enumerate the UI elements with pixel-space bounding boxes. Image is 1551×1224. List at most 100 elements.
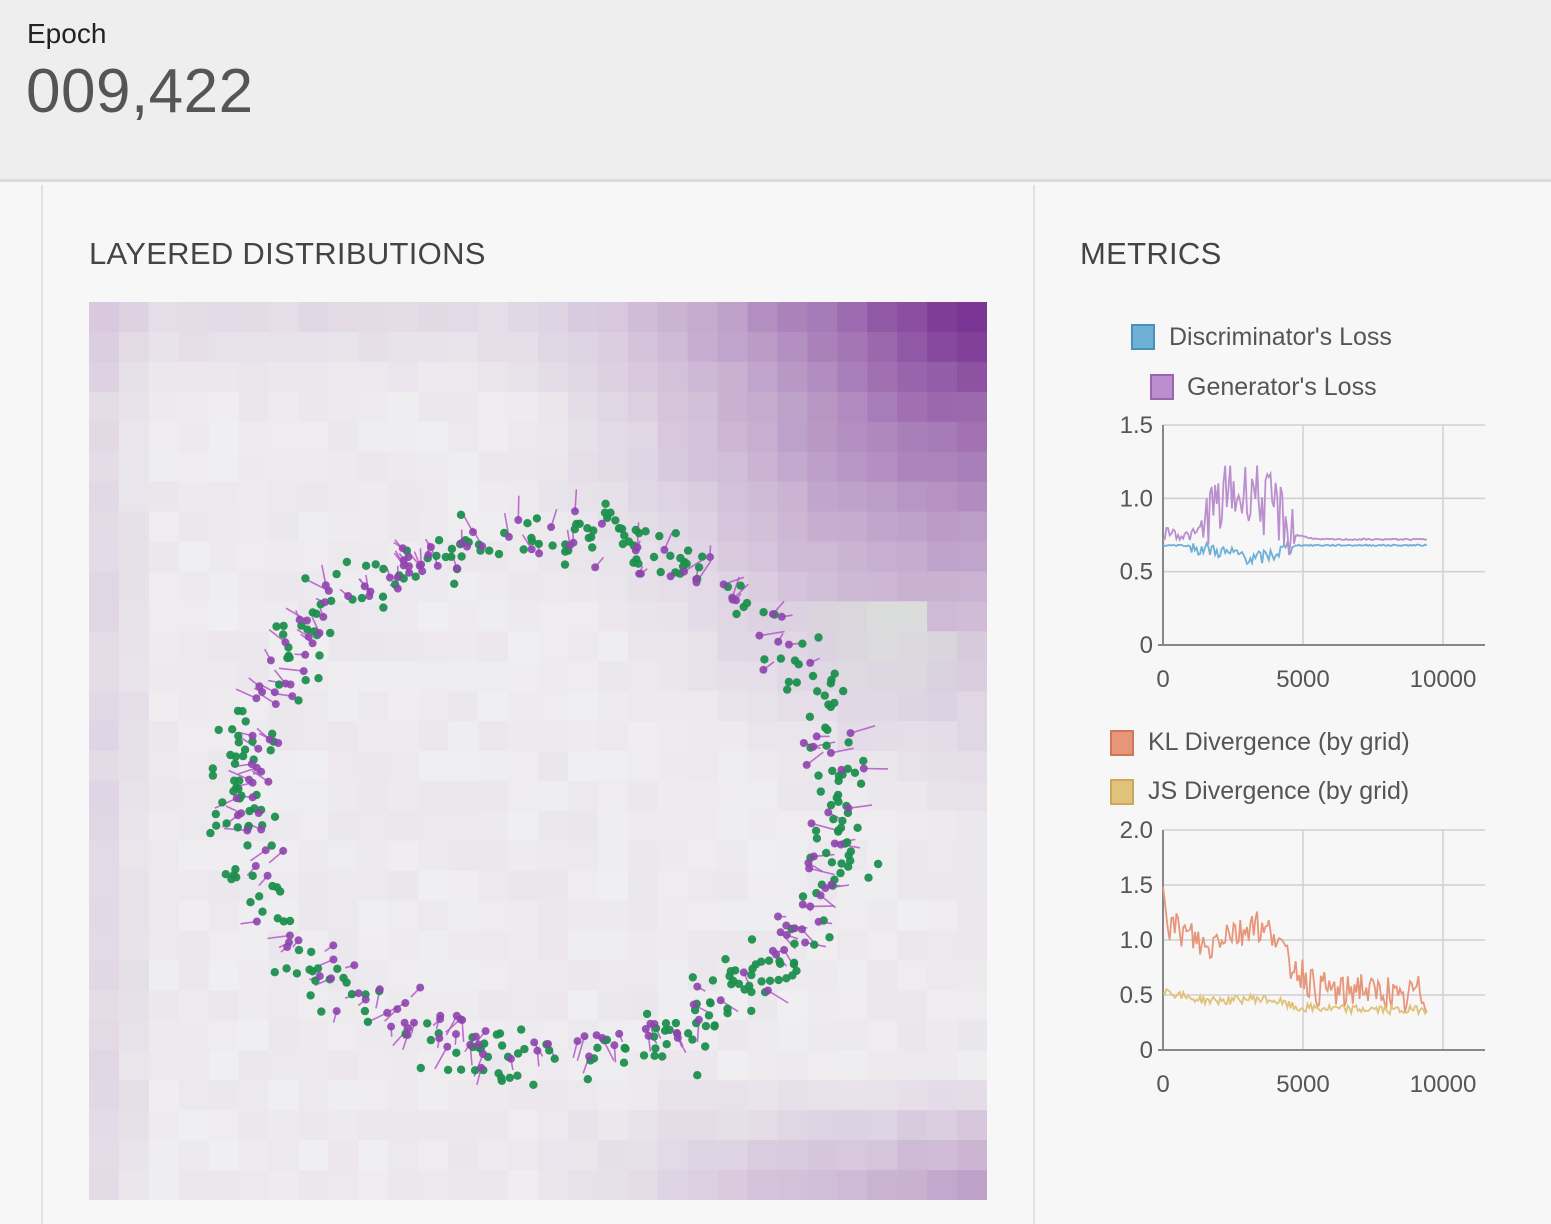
real-point [379, 603, 388, 612]
heatmap-cell [448, 421, 479, 453]
real-point [805, 712, 815, 721]
heatmap-cell [777, 1110, 808, 1141]
heatmap-cell [238, 481, 270, 513]
heatmap-cell [358, 900, 389, 932]
heatmap-cell [388, 780, 419, 812]
real-point [859, 756, 868, 766]
real-point [303, 625, 312, 634]
heatmap-cell [957, 990, 987, 1021]
real-point [641, 527, 650, 536]
heatmap-cell [897, 721, 928, 752]
heatmap-cell [807, 421, 838, 453]
heatmap-cell [478, 751, 509, 782]
heatmap-cell [747, 691, 779, 722]
heatmap-cell [837, 1080, 868, 1111]
real-point [534, 539, 543, 549]
heatmap-cell [957, 571, 987, 602]
real-point [399, 574, 408, 583]
real-point [357, 593, 367, 603]
generated-point [615, 1029, 624, 1038]
heatmap-cell [508, 661, 539, 692]
heatmap-cell [328, 691, 359, 722]
real-point [822, 848, 831, 858]
heatmap-cell [388, 421, 419, 453]
heatmap-cell [478, 601, 509, 632]
heatmap-cell [957, 1110, 987, 1141]
real-point [617, 524, 627, 534]
generated-point [303, 616, 311, 625]
heatmap-cell [777, 421, 808, 453]
divergence-chart: 0 0.5 1.0 1.5 2.0 0 5000 10000 [1120, 817, 1485, 1098]
heatmap-cell [208, 571, 240, 602]
heatmap-cell [837, 1050, 868, 1081]
generated-point [251, 862, 260, 870]
heatmap-cell [178, 361, 210, 393]
generated-point [859, 764, 868, 773]
heatmap-cell [268, 451, 300, 483]
generated-point [266, 656, 275, 665]
real-point [218, 798, 227, 807]
heatmap-cell [508, 302, 539, 333]
real-point [294, 945, 304, 955]
real-point [371, 560, 380, 569]
heatmap-cell [867, 601, 898, 632]
heatmap-cell [358, 511, 389, 543]
heatmap-cell [388, 1050, 419, 1081]
heatmap-cell [148, 601, 180, 632]
heatmap-cell [478, 1170, 509, 1200]
generated-point [478, 542, 487, 551]
heatmap-cell [388, 900, 419, 932]
real-point [629, 558, 638, 567]
heatmap-cell [687, 391, 719, 423]
heatmap-cell [597, 391, 629, 423]
heatmap-cell [597, 571, 629, 602]
heatmap-cell [657, 780, 689, 812]
heatmap-cell [238, 541, 270, 572]
heatmap-cell [687, 780, 719, 812]
heatmap-cell [508, 900, 539, 932]
heatmap-cell [118, 1050, 150, 1081]
generated-point [248, 731, 257, 740]
heatmap-cell [777, 840, 808, 872]
real-point [745, 981, 754, 990]
heatmap-cell [747, 661, 779, 692]
real-point [698, 552, 707, 561]
heatmap-cell [208, 541, 240, 572]
heatmap-cell [268, 1080, 300, 1111]
generated-point [477, 1063, 486, 1072]
heatmap-cell [298, 691, 330, 722]
heatmap-cell [388, 1110, 419, 1141]
heatmap-cell [717, 900, 749, 932]
heatmap-cell [597, 421, 629, 453]
heatmap-cell [837, 631, 868, 662]
y-tick-label: 1.5 [1120, 872, 1153, 899]
heatmap-cell [178, 840, 210, 872]
generated-point [772, 950, 781, 959]
gradient-link [434, 1046, 448, 1070]
heatmap-cell [747, 1170, 779, 1200]
real-point [853, 823, 862, 832]
heatmap-cell [867, 302, 898, 333]
heatmap-cell [118, 541, 150, 572]
heatmap-cell [328, 900, 359, 932]
heatmap-cell [208, 451, 240, 483]
heatmap-cell [538, 1080, 569, 1111]
real-point [747, 1006, 756, 1016]
real-point [342, 557, 352, 567]
generated-point [308, 639, 317, 648]
heatmap-cell [298, 930, 330, 962]
real-point [705, 998, 715, 1007]
heatmap-cell [448, 1170, 479, 1200]
heatmap-cell [148, 1140, 180, 1171]
real-point [432, 551, 441, 561]
heatmap-cell [268, 900, 300, 932]
heatmap-cell [148, 631, 180, 662]
heatmap-cell [448, 930, 479, 962]
heatmap-cell [687, 631, 719, 662]
heatmap-cell [508, 751, 539, 782]
heatmap-cell [448, 810, 479, 842]
heatmap-cell [508, 601, 539, 632]
heatmap-cell [927, 541, 958, 572]
y-tick-label: 1.5 [1120, 412, 1153, 439]
real-point [774, 975, 783, 985]
